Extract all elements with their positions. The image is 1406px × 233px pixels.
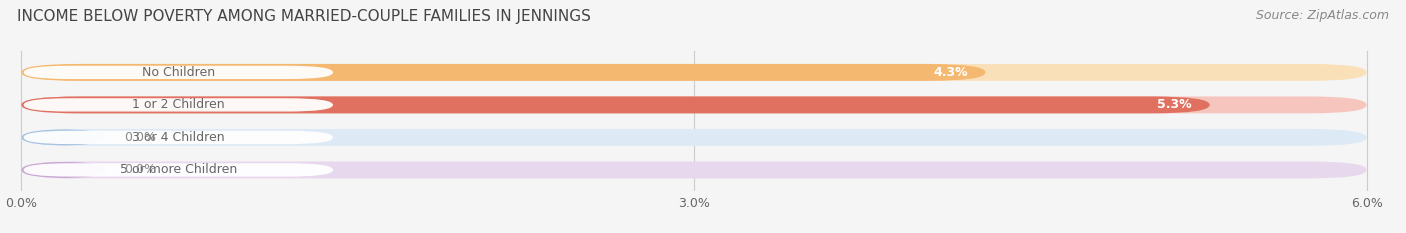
FancyBboxPatch shape (21, 129, 1367, 146)
FancyBboxPatch shape (21, 161, 1367, 178)
FancyBboxPatch shape (24, 131, 333, 144)
Text: Source: ZipAtlas.com: Source: ZipAtlas.com (1256, 9, 1389, 22)
FancyBboxPatch shape (21, 64, 986, 81)
Text: 5.3%: 5.3% (1157, 98, 1192, 111)
FancyBboxPatch shape (24, 163, 333, 177)
Text: 0.0%: 0.0% (125, 131, 156, 144)
FancyBboxPatch shape (21, 96, 1367, 113)
Text: 5 or more Children: 5 or more Children (120, 163, 238, 176)
Text: 3 or 4 Children: 3 or 4 Children (132, 131, 225, 144)
Text: 0.0%: 0.0% (125, 163, 156, 176)
Text: 1 or 2 Children: 1 or 2 Children (132, 98, 225, 111)
Text: 4.3%: 4.3% (934, 66, 967, 79)
FancyBboxPatch shape (21, 64, 1367, 81)
FancyBboxPatch shape (21, 161, 107, 178)
FancyBboxPatch shape (24, 98, 333, 112)
FancyBboxPatch shape (21, 129, 107, 146)
FancyBboxPatch shape (24, 66, 333, 79)
Text: No Children: No Children (142, 66, 215, 79)
Text: INCOME BELOW POVERTY AMONG MARRIED-COUPLE FAMILIES IN JENNINGS: INCOME BELOW POVERTY AMONG MARRIED-COUPL… (17, 9, 591, 24)
FancyBboxPatch shape (21, 96, 1209, 113)
